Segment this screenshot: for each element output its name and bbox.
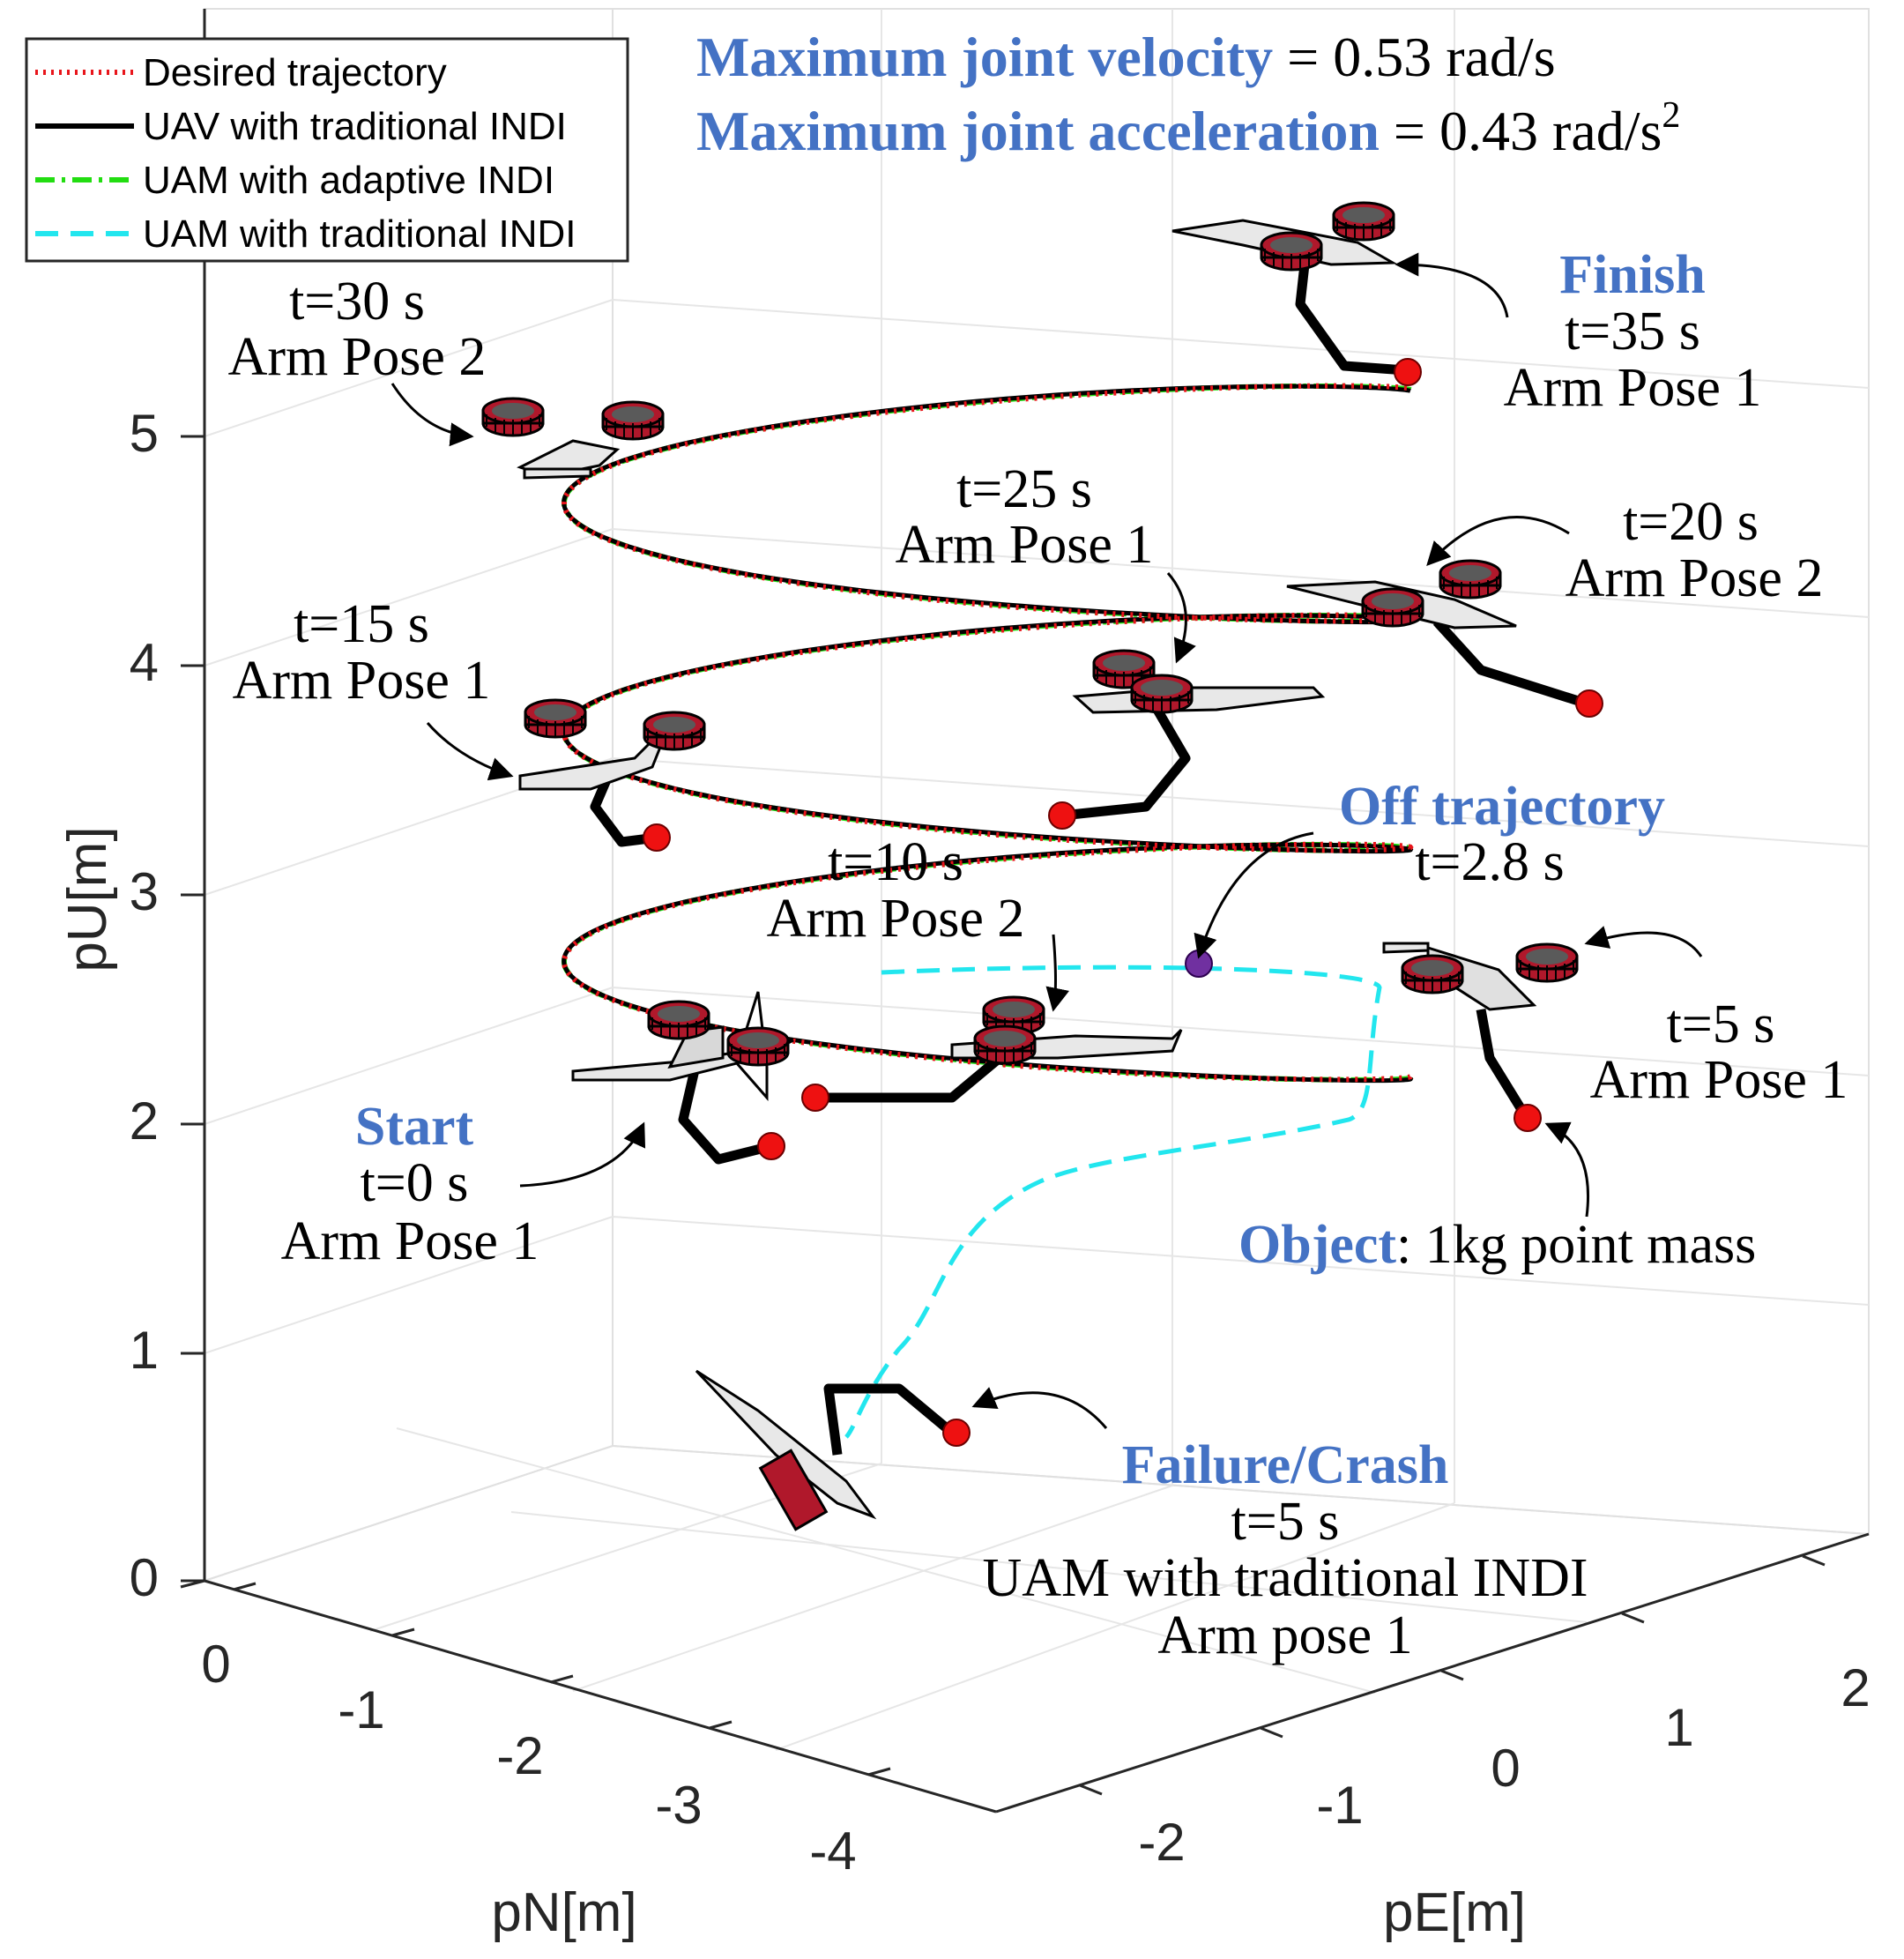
legend-label-uam-trad: UAM with traditional INDI <box>143 212 576 256</box>
z-tick-1: 1 <box>130 1321 159 1380</box>
title-line-2: Maximum joint acceleration = 0.43 rad/s2 <box>696 95 1680 162</box>
ann-t5-line1: t=5 s <box>1667 994 1775 1054</box>
ann-t5-line2: Arm Pose 1 <box>1590 1050 1848 1110</box>
z-tick-5: 5 <box>130 404 159 463</box>
ann-finish-bold: Finish <box>1559 245 1705 305</box>
arm-start <box>678 1061 773 1165</box>
title-line-1: Maximum joint velocity = 0.53 rad/s <box>696 26 1556 88</box>
drone-t20 <box>1286 559 1517 629</box>
axis-edges <box>180 9 1870 1814</box>
drone-finish <box>1171 201 1398 272</box>
grid-lines <box>204 9 1870 1751</box>
ann-t10-line2: Arm Pose 2 <box>767 889 1025 949</box>
z-tick-4: 4 <box>130 633 159 692</box>
arm-t5-object-marker <box>1514 1104 1542 1132</box>
drone-t25 <box>1072 649 1326 714</box>
drone-crash <box>695 1369 877 1531</box>
drone-t5 <box>1382 942 1579 1011</box>
ann-crash-line3: Arm pose 1 <box>1157 1605 1412 1665</box>
pE-tick-1: -1 <box>1316 1776 1363 1835</box>
pE-tick-3: 1 <box>1664 1698 1693 1757</box>
z-tick-3: 3 <box>130 862 159 921</box>
drone-start <box>571 991 794 1101</box>
pE-axis-label: pE[m] <box>1383 1882 1526 1943</box>
ann-t25-line2: Arm Pose 1 <box>896 515 1154 575</box>
ann-start-line2: Arm Pose 1 <box>281 1211 539 1271</box>
arm-finish-object-marker <box>1394 358 1422 386</box>
arm-start-object-marker <box>757 1132 785 1160</box>
ann-t15-line2: Arm Pose 1 <box>233 651 491 711</box>
pN-axis-label: pN[m] <box>491 1882 636 1943</box>
z-axis-label: pU[m] <box>57 826 118 972</box>
legend-label-adaptive: UAM with adaptive INDI <box>143 159 554 202</box>
ann-t30-line2: Arm Pose 2 <box>228 327 487 387</box>
drone-t10 <box>950 995 1183 1065</box>
arm-t10 <box>815 1049 1008 1103</box>
ann-t25-line1: t=25 s <box>956 459 1092 519</box>
drone-t15 <box>518 698 706 791</box>
pN-tick-2: -2 <box>496 1726 543 1785</box>
pE-tick-0: -2 <box>1138 1813 1185 1872</box>
ann-finish-line1: t=35 s <box>1565 302 1700 361</box>
arm-crash <box>823 1383 956 1456</box>
pE-tick-2: 0 <box>1491 1739 1520 1798</box>
legend: Desired trajectory UAV with traditional … <box>25 37 629 263</box>
arm-t15 <box>590 773 658 847</box>
arm-finish <box>1295 264 1407 376</box>
ann-t20-line1: t=20 s <box>1623 492 1759 552</box>
annotation-arrows <box>390 252 1703 1429</box>
arm-t5 <box>1476 1009 1529 1118</box>
z-tick-2: 2 <box>130 1091 159 1151</box>
ann-object: Object: 1kg point mass <box>1238 1215 1756 1275</box>
ann-t20-line2: Arm Pose 2 <box>1566 548 1824 608</box>
ann-start-bold: Start <box>355 1097 474 1157</box>
arm-t20-object-marker <box>1575 689 1603 718</box>
series-desired-trajectory <box>561 383 1414 1083</box>
arm-crash-object-marker <box>942 1419 971 1447</box>
arm-t25 <box>1061 703 1191 821</box>
ann-crash-line2: UAM with traditional INDI <box>982 1548 1588 1608</box>
arm-t20 <box>1432 618 1588 709</box>
pN-tick-1: -1 <box>338 1680 384 1739</box>
pN-ticks <box>233 1582 891 1777</box>
ann-t15-line1: t=15 s <box>294 594 429 654</box>
legend-label-uav: UAV with traditional INDI <box>143 105 567 148</box>
series-uam-with-traditional-indi <box>844 965 1382 1439</box>
ann-off-line1: t=2.8 s <box>1415 832 1564 892</box>
arm-t10-object-marker <box>801 1084 829 1112</box>
ann-t10-line1: t=10 s <box>828 832 963 892</box>
arm-t25-object-marker <box>1048 801 1076 830</box>
ann-off-bold: Off trajectory <box>1339 777 1665 837</box>
ann-crash-line1: t=5 s <box>1231 1492 1340 1552</box>
legend-label-desired: Desired trajectory <box>143 51 447 94</box>
arm-t15-object-marker <box>643 823 671 852</box>
ann-start-line1: t=0 s <box>361 1153 469 1213</box>
ann-finish-line2: Arm Pose 1 <box>1504 358 1762 418</box>
ann-t30-line1: t=30 s <box>289 272 425 331</box>
z-ticks <box>181 435 205 1583</box>
drone-t30 <box>481 397 665 480</box>
z-tick-0: 0 <box>130 1548 159 1607</box>
ann-crash-bold: Failure/Crash <box>1122 1435 1449 1495</box>
pE-tick-4: 2 <box>1841 1658 1870 1717</box>
pE-ticks <box>1079 1554 1826 1796</box>
pN-tick-3: -3 <box>655 1776 702 1835</box>
pN-tick-4: -4 <box>809 1821 856 1881</box>
pN-tick-0: 0 <box>201 1635 230 1694</box>
